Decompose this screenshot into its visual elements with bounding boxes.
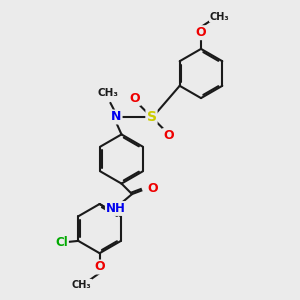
Text: CH₃: CH₃	[72, 280, 92, 290]
Text: N: N	[111, 110, 122, 124]
Text: S: S	[146, 110, 157, 124]
Text: O: O	[129, 92, 140, 105]
Text: O: O	[94, 260, 105, 274]
Text: CH₃: CH₃	[210, 11, 230, 22]
Text: CH₃: CH₃	[98, 88, 119, 98]
Text: Cl: Cl	[55, 236, 68, 249]
Text: O: O	[147, 182, 158, 195]
Text: NH: NH	[106, 202, 126, 215]
Text: O: O	[163, 129, 174, 142]
Text: O: O	[196, 26, 206, 39]
